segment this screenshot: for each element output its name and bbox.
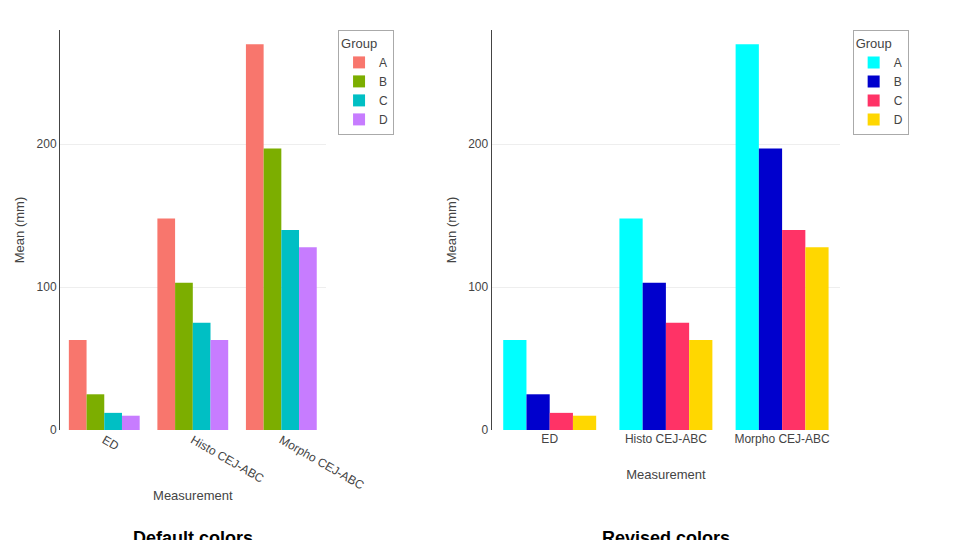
svg-text:0: 0	[50, 423, 57, 437]
svg-text:ED: ED	[100, 433, 122, 454]
svg-text:Histo CEJ-ABC: Histo CEJ-ABC	[625, 432, 707, 446]
svg-text:Revised colors: Revised colors	[602, 528, 730, 540]
svg-text:A: A	[894, 56, 902, 70]
svg-text:0: 0	[482, 423, 489, 437]
svg-text:D: D	[379, 113, 388, 127]
svg-text:B: B	[379, 75, 387, 89]
svg-text:Morpho CEJ-ABC: Morpho CEJ-ABC	[734, 432, 830, 446]
svg-text:Morpho CEJ-ABC: Morpho CEJ-ABC	[277, 433, 367, 493]
svg-text:Mean (mm): Mean (mm)	[444, 197, 459, 263]
svg-text:Measurement: Measurement	[153, 488, 233, 503]
svg-text:A: A	[379, 56, 387, 70]
svg-text:B: B	[894, 75, 902, 89]
svg-text:200: 200	[37, 137, 57, 151]
svg-text:Default colors: Default colors	[133, 528, 253, 540]
svg-text:Measurement: Measurement	[626, 467, 706, 482]
svg-text:200: 200	[468, 137, 488, 151]
svg-text:C: C	[894, 94, 903, 108]
svg-text:C: C	[379, 94, 388, 108]
svg-text:Group: Group	[341, 36, 377, 51]
svg-text:ED: ED	[541, 432, 558, 446]
svg-text:Group: Group	[856, 36, 892, 51]
svg-text:Histo CEJ-ABC: Histo CEJ-ABC	[188, 433, 266, 486]
svg-text:100: 100	[37, 280, 57, 294]
svg-text:D: D	[894, 113, 903, 127]
svg-text:Mean (mm): Mean (mm)	[12, 197, 27, 263]
svg-text:100: 100	[468, 280, 488, 294]
